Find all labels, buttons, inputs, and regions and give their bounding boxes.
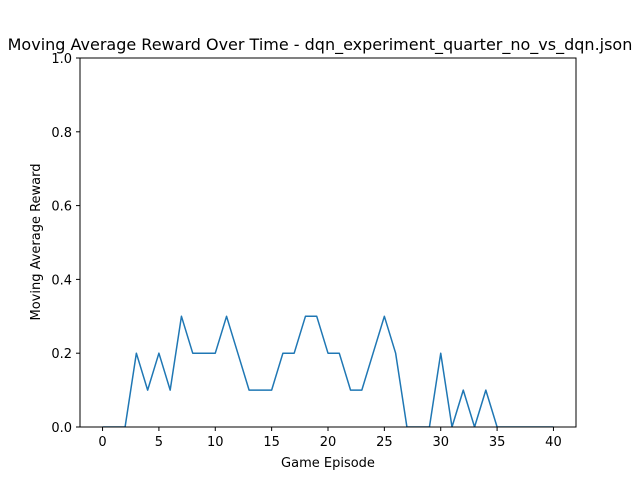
chart-title: Moving Average Reward Over Time - dqn_ex… <box>8 35 633 55</box>
x-tick-label: 35 <box>489 435 506 450</box>
x-tick-label: 5 <box>155 435 163 450</box>
x-tick-label: 25 <box>376 435 393 450</box>
y-axis-title: Moving Average Reward <box>29 163 44 320</box>
x-axis-title: Game Episode <box>281 456 375 471</box>
y-tick-label: 1.0 <box>51 52 72 67</box>
x-tick-label: 30 <box>432 435 449 450</box>
y-tick-label: 0.0 <box>51 421 72 436</box>
x-tick-label: 15 <box>263 435 280 450</box>
y-tick-label: 0.8 <box>51 126 72 141</box>
x-tick-label: 10 <box>207 435 224 450</box>
x-tick-label: 0 <box>98 435 106 450</box>
y-tick-label: 0.6 <box>51 200 72 215</box>
x-tick-label: 40 <box>545 435 562 450</box>
x-tick-label: 20 <box>320 435 337 450</box>
y-tick-label: 0.2 <box>51 347 72 362</box>
y-tick-label: 0.4 <box>51 273 72 288</box>
